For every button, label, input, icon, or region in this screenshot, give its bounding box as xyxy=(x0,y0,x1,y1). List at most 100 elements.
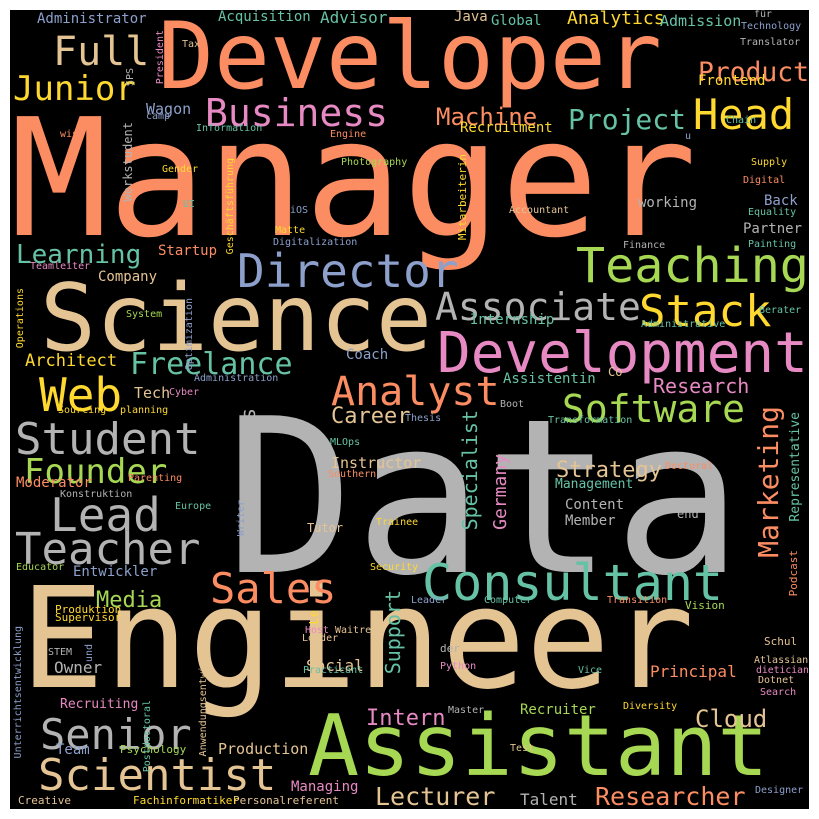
word-startup: Startup xyxy=(158,243,218,259)
word-lead: Lead xyxy=(50,488,161,542)
word-social: Social xyxy=(306,656,364,675)
word-support: Support xyxy=(381,590,405,675)
word-thesis: Thesis xyxy=(405,413,442,424)
word-mitarbeiterin: Mitarbeiterin xyxy=(456,154,469,241)
word-development: Development xyxy=(437,321,808,386)
word-full: Full xyxy=(53,29,150,75)
word-recruiter: Recruiter xyxy=(520,702,596,718)
word-vision: Vision xyxy=(685,599,725,612)
word-teaching: Teaching xyxy=(576,238,809,294)
word-data: Data xyxy=(225,372,743,623)
word-python: Python xyxy=(440,661,477,672)
word-architect: Architect xyxy=(25,351,118,371)
word-senior: Senior xyxy=(40,710,192,759)
word-company: Company xyxy=(98,269,158,285)
word-cyber: Cyber xyxy=(169,387,200,398)
word-der: der xyxy=(440,642,460,655)
word-u: u xyxy=(685,131,692,142)
word-southern: Southern xyxy=(328,469,377,480)
word-marketing: Marketing xyxy=(752,406,785,558)
word-analytics: Analytics xyxy=(567,10,665,29)
word-creative: Creative xyxy=(18,794,71,807)
word-cloud: Cloud xyxy=(695,705,768,733)
word-doctoral: Doctoral xyxy=(665,461,714,472)
word-scientist: Scientist xyxy=(38,750,277,801)
word-admission: Admission xyxy=(660,12,742,30)
word-tax: Tax xyxy=(182,39,201,50)
word-ios: iOS xyxy=(290,205,309,216)
word-acquisition: Acquisition xyxy=(218,10,311,25)
word-project: Project xyxy=(568,103,687,136)
word-gender: Gender xyxy=(162,164,199,175)
word-und: und xyxy=(84,644,95,663)
word-instructor: Instructor xyxy=(331,454,422,472)
word-accountant: Accountant xyxy=(509,205,570,216)
word-learning: Learning xyxy=(16,240,142,270)
word-president: President xyxy=(155,30,166,85)
word-supervisor: Supervisor xyxy=(55,611,122,624)
word-freelance: Freelance xyxy=(130,347,293,382)
word-global: Global xyxy=(491,13,542,29)
word-writer: Writer xyxy=(236,500,247,537)
word-media: Media xyxy=(96,588,163,613)
word-psychology: Psychology xyxy=(120,743,187,756)
word-representative: Representative xyxy=(788,412,803,522)
word-boot: Boot xyxy=(500,399,525,410)
word-podcast: Podcast xyxy=(787,550,800,597)
word-practicant: Practicant xyxy=(303,665,364,676)
word-werkstudent: Werkstudent xyxy=(121,122,135,202)
word-recruitment: Recruitment xyxy=(460,120,553,136)
word-host: Host xyxy=(305,625,330,636)
word-principal: Principal xyxy=(650,662,737,681)
word-sales: Sales xyxy=(210,564,337,613)
word-assistant: Assistant xyxy=(308,697,769,796)
word-lecturer: Lecturer xyxy=(375,782,496,809)
word-consultant: Consultant xyxy=(422,554,724,612)
word-career: Career xyxy=(331,404,411,429)
word-painting: Painting xyxy=(748,239,797,250)
word-europe: Europe xyxy=(175,501,212,512)
word-internship: Internship xyxy=(470,312,555,328)
word-translator: Translator xyxy=(740,37,801,48)
word-student: Student xyxy=(15,414,201,465)
word-optimization: Optimization xyxy=(184,298,195,371)
word-analysis: Analysis xyxy=(236,408,260,505)
word-finance: Finance xyxy=(623,240,666,251)
word-junior: Junior xyxy=(13,69,136,109)
word-wiss: wiss xyxy=(60,129,85,140)
word-digital: Digital xyxy=(743,175,786,186)
word-computer: Computer xyxy=(484,595,533,606)
word-equality: Equality xyxy=(748,207,797,218)
word-coach: Coach xyxy=(346,347,389,363)
word-director: Director xyxy=(237,244,459,298)
word-administration: Administration xyxy=(194,373,279,384)
word-strategy: Strategy xyxy=(556,458,662,483)
word-für: für xyxy=(754,10,773,20)
word-chain: Chain xyxy=(726,115,757,126)
word-tech: Tech xyxy=(134,384,171,402)
word-dietician: dietician xyxy=(756,665,809,676)
word-manager: Manager xyxy=(10,85,697,274)
word-test: Test xyxy=(510,743,535,754)
word-java: Java xyxy=(454,10,488,25)
word-stem: STEM xyxy=(48,647,73,658)
word-head: Head xyxy=(693,90,795,139)
word-system: System xyxy=(126,309,163,320)
word-engineer: Engineer xyxy=(20,558,695,721)
word-photography: Photography xyxy=(341,157,408,168)
word-production: Production xyxy=(218,740,309,758)
word-transformation: Transformation xyxy=(548,415,633,426)
word-anwendungsentwicklung: Anwendungsentwicklung xyxy=(198,630,209,757)
word-camp: camp xyxy=(146,111,171,122)
word-talent: Talent xyxy=(520,790,578,809)
word-working: working xyxy=(638,195,698,211)
word-web: Web xyxy=(39,368,123,422)
word-atlassian: Atlassian xyxy=(754,655,809,666)
word-content: Content xyxy=(565,497,625,513)
word-teamleiter: Teamleiter xyxy=(30,261,91,272)
word-research: Research xyxy=(653,374,750,398)
word-co: Co xyxy=(608,365,623,379)
word-security: Security xyxy=(370,562,419,573)
word-end: end xyxy=(677,507,699,521)
word-master: Master xyxy=(448,705,485,716)
